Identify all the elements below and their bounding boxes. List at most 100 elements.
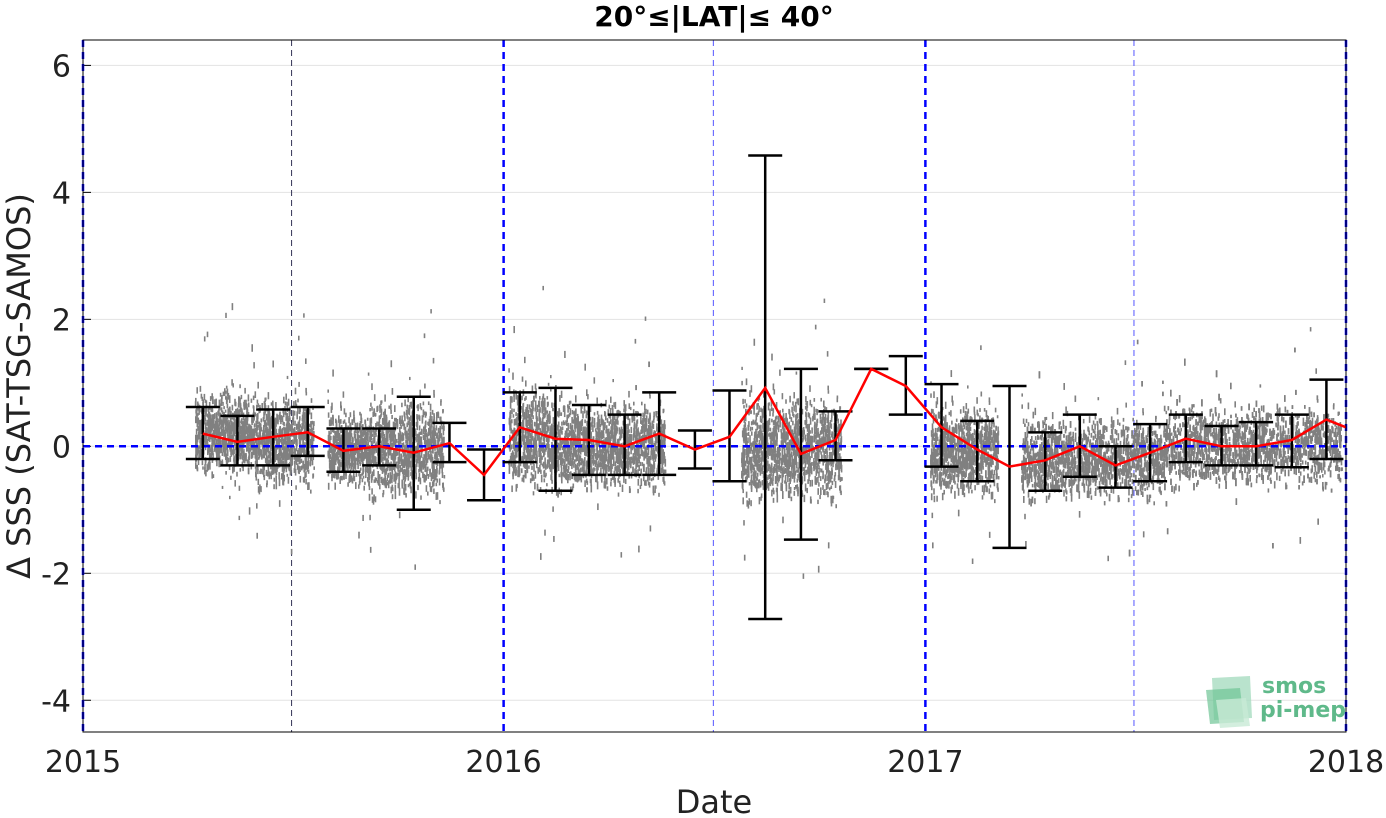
scatter-point (606, 418, 609, 423)
scatter-point (573, 459, 576, 465)
scatter-point (248, 461, 250, 467)
scatter-point (410, 486, 412, 494)
scatter-point (424, 464, 426, 473)
scatter-point (513, 418, 516, 426)
scatter-point (643, 476, 645, 482)
scatter-point (211, 409, 214, 413)
scatter-point (428, 441, 431, 449)
scatter-point (263, 403, 266, 410)
scatter-point (616, 449, 619, 457)
scatter-point (205, 400, 208, 408)
scatter-point (231, 423, 234, 432)
scatter-point (429, 416, 431, 422)
scatter-point (337, 451, 340, 456)
scatter-point (258, 422, 261, 428)
scatter-point (509, 444, 511, 452)
scatter-point (203, 435, 206, 443)
scatter-point (267, 419, 269, 426)
scatter-point (541, 463, 544, 467)
scatter-point (435, 417, 438, 421)
scatter-point (602, 454, 605, 458)
scatter-point (204, 430, 207, 436)
scatter-point (329, 454, 332, 460)
scatter-point (330, 420, 332, 426)
scatter-point (213, 415, 216, 420)
scatter-point (410, 431, 412, 438)
scatter-point (359, 411, 361, 416)
scatter-point (286, 375, 289, 380)
scatter-point (387, 455, 390, 459)
scatter-point (201, 396, 204, 402)
scatter-point (263, 474, 266, 481)
scatter-point (597, 503, 599, 511)
scatter-point (338, 415, 340, 423)
scatter-point (255, 420, 257, 428)
scatter-point (238, 409, 241, 414)
scatter-point (289, 417, 291, 422)
scatter-point (197, 413, 199, 417)
scatter-point (300, 434, 302, 441)
scatter-point (649, 422, 652, 431)
scatter-point (340, 419, 342, 424)
scatter-point (613, 456, 615, 464)
scatter-point (645, 445, 648, 451)
scatter-point (399, 420, 402, 427)
scatter-point (398, 487, 401, 496)
scatter-point (219, 403, 221, 411)
scatter-point (653, 411, 655, 417)
scatter-point (525, 416, 528, 423)
scatter-point (222, 401, 224, 406)
scatter-point (635, 463, 637, 470)
scatter-point (540, 469, 542, 474)
scatter-point (260, 468, 262, 475)
scatter-point (534, 440, 536, 446)
scatter-point (403, 488, 406, 496)
scatter-point (619, 483, 621, 488)
scatter-point (540, 474, 543, 483)
scatter-point (196, 420, 199, 428)
scatter-point (520, 406, 523, 410)
scatter-point (430, 437, 433, 444)
scatter-point (383, 477, 385, 484)
scatter-point (208, 458, 211, 464)
scatter-point (348, 417, 350, 424)
scatter-point (591, 421, 593, 427)
scatter-point (351, 479, 354, 484)
scatter-point (257, 424, 259, 431)
scatter-point (254, 391, 257, 399)
scatter-point (394, 471, 397, 476)
scatter-point (577, 447, 580, 455)
scatter-point (400, 459, 403, 464)
scatter-point (436, 412, 438, 418)
scatter-point (419, 455, 421, 460)
scatter-point (233, 412, 236, 417)
scatter-point (390, 360, 393, 368)
scatter-point (350, 441, 352, 448)
scatter-point (563, 452, 566, 458)
scatter-point (389, 477, 391, 484)
scatter-point (663, 427, 666, 436)
scatter-point (403, 480, 406, 487)
scatter-point (218, 438, 220, 444)
scatter-point (244, 387, 246, 394)
scatter-point (216, 430, 218, 434)
scatter-point (373, 456, 375, 464)
scatter-point (215, 412, 218, 419)
scatter-point (509, 396, 512, 403)
scatter-point (571, 434, 574, 439)
scatter-point (240, 394, 243, 400)
scatter-point (592, 461, 595, 466)
scatter-point (409, 481, 412, 489)
scatter-point (529, 433, 531, 438)
scatter-point (261, 403, 263, 409)
scatter-point (216, 448, 218, 453)
scatter-point (555, 489, 558, 496)
scatter-point (401, 443, 404, 451)
scatter-point (266, 480, 268, 485)
scatter-point (435, 492, 438, 500)
scatter-point (516, 424, 519, 430)
scatter-point (375, 449, 378, 453)
scatter-point (387, 481, 389, 486)
scatter-point (543, 450, 545, 458)
scatter-point (534, 447, 537, 456)
